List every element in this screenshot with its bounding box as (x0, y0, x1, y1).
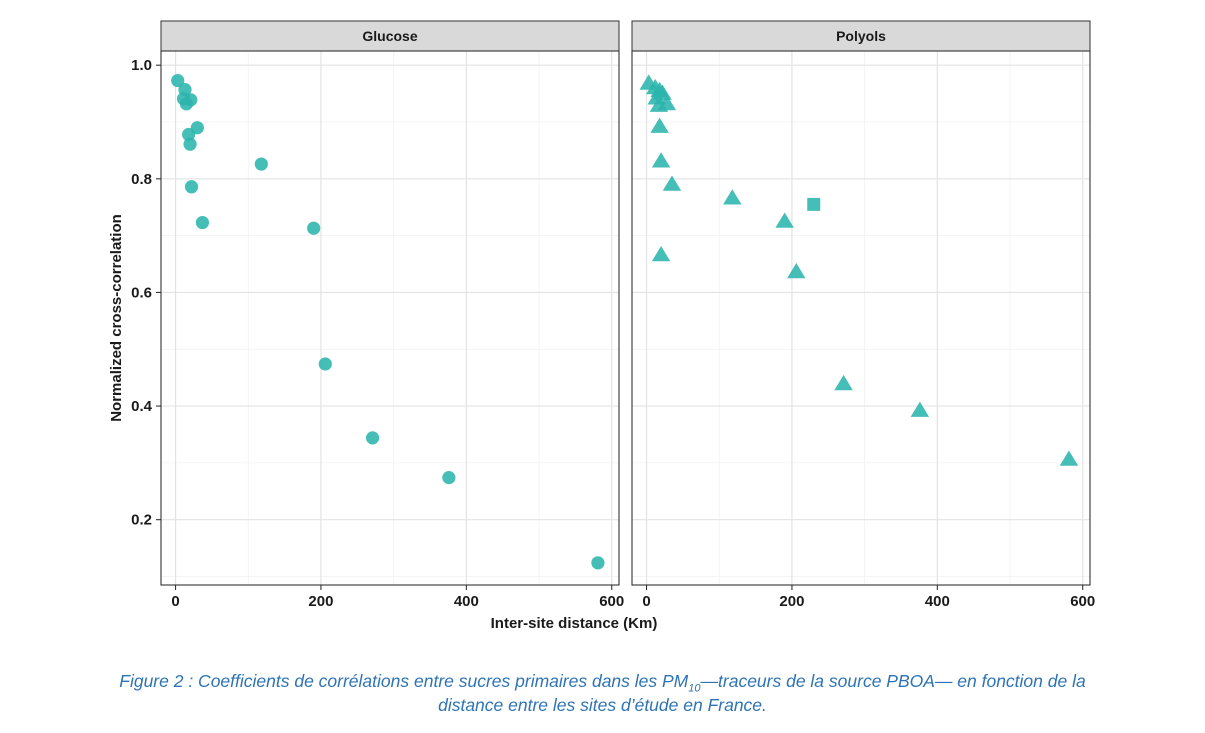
data-point-triangle (910, 401, 930, 417)
y-tick-label: 0.2 (131, 512, 152, 529)
panel-border (160, 50, 620, 586)
facet-strip (631, 20, 1091, 52)
y-axis: 0.2 0.4 0.6 0.8 1.0 (131, 57, 161, 529)
x-tick-label: 0 (642, 593, 650, 610)
facet-strip (160, 20, 620, 52)
plot-background (161, 51, 619, 585)
data-points (639, 74, 1079, 466)
data-point-circle (254, 157, 268, 171)
y-tick-label: 0.6 (131, 284, 152, 301)
x-tick-label: 400 (454, 593, 479, 610)
data-point-triangle (787, 263, 806, 279)
data-point-triangle (651, 246, 671, 262)
data-point-circle (195, 215, 210, 230)
plot-background (632, 51, 1090, 585)
caption-line1-suffix: —traceurs de la source PBOA— en fonction… (700, 671, 1086, 691)
x-tick-label: 400 (925, 593, 950, 610)
caption-prefix: Figure 2 : Coefficients de corrélations … (119, 671, 689, 691)
caption-subscript: 10 (688, 682, 701, 695)
data-point-circle (184, 180, 199, 194)
data-point-circle (171, 73, 185, 88)
data-point-circle (365, 431, 380, 445)
data-point-square (807, 197, 821, 211)
data-point-triangle (651, 152, 671, 168)
panel-polyols: Polyols 0 200 400 600 (631, 20, 1095, 610)
facet-strip-title: Polyols (836, 28, 886, 44)
data-point-triangle (647, 89, 666, 105)
data-point-circle (183, 137, 197, 151)
data-point-triangle (834, 374, 853, 391)
figure-caption: Figure 2 : Coefficients de corrélations … (0, 669, 1205, 717)
x-tick-label: 0 (171, 593, 179, 610)
y-tick-label: 0.4 (131, 398, 153, 415)
y-tick-label: 0.8 (131, 171, 152, 188)
x-tick-label: 600 (1070, 593, 1095, 610)
panels: Glucose 0 200 400 600 Polyols 0 200 400 600 (160, 20, 1095, 610)
panel-glucose: Glucose 0 200 400 600 (160, 20, 624, 610)
data-point-circle (318, 357, 332, 371)
data-point-triangle (650, 117, 669, 133)
panel-border (631, 50, 1091, 586)
caption-line-1: Figure 2 : Coefficients de corrélations … (0, 669, 1205, 695)
data-points (171, 73, 605, 570)
data-point-triangle (649, 96, 669, 112)
data-point-triangle (662, 175, 682, 191)
data-point-circle (307, 221, 321, 235)
data-point-circle (591, 556, 605, 570)
data-point-circle (442, 471, 456, 485)
x-tick-label: 600 (599, 593, 624, 610)
x-tick-label: 200 (779, 593, 804, 610)
data-point-circle (190, 121, 204, 135)
data-point-triangle (723, 189, 742, 205)
caption-line-2: distance entre les sites d’étude en Fran… (438, 695, 767, 715)
facet-strip-title: Glucose (362, 28, 417, 44)
y-axis-title: Normalized cross-correlation (108, 214, 125, 422)
data-point-triangle (775, 212, 794, 228)
y-tick-label: 1.0 (131, 57, 152, 74)
data-point-circle (184, 93, 198, 107)
x-axis-title: Inter-site distance (Km) (491, 615, 658, 632)
x-tick-label: 200 (308, 593, 333, 610)
data-point-triangle (1059, 450, 1079, 466)
